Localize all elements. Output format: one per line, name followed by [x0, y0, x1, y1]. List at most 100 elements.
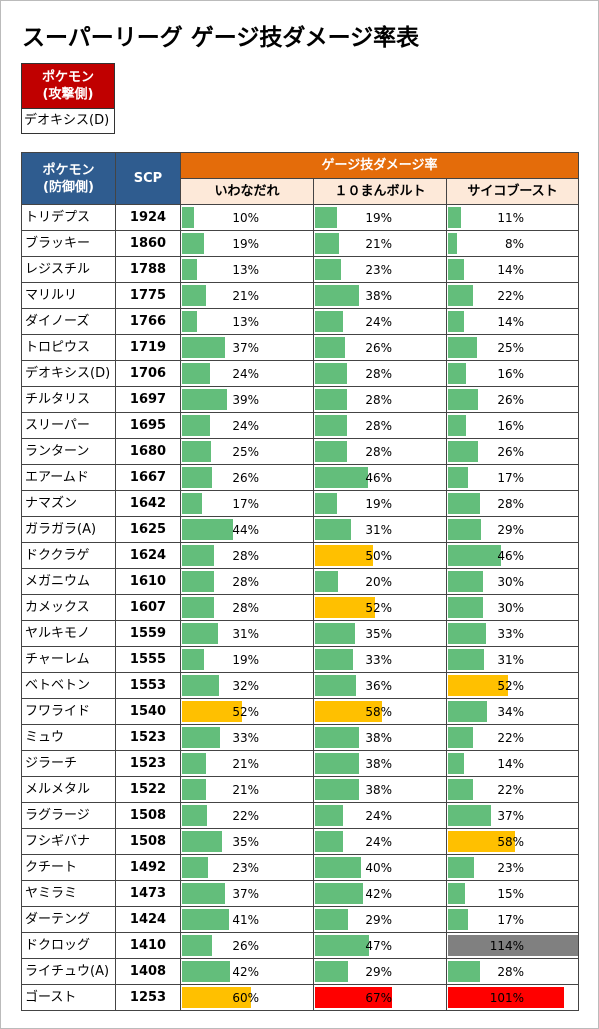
damage-bar: [448, 415, 467, 436]
damage-bar: [182, 883, 225, 904]
damage-cell: 26%: [447, 387, 579, 413]
damage-rate: 26%: [365, 341, 392, 355]
damage-bar: [448, 467, 468, 488]
defender-name: マリルリ: [22, 283, 116, 309]
damage-cell: 22%: [447, 283, 579, 309]
damage-bar: [448, 987, 565, 1008]
damage-cell: 10%: [181, 205, 314, 231]
damage-cell: 28%: [181, 569, 314, 595]
attacker-name: デオキシス(D): [22, 108, 114, 133]
damage-bar: [315, 441, 348, 462]
damage-bar: [315, 753, 359, 774]
damage-rate: 25%: [232, 445, 259, 459]
defender-header-line: ポケモン: [42, 162, 95, 178]
damage-cell: 19%: [314, 205, 447, 231]
damage-cell: 114%: [447, 933, 579, 959]
damage-cell: 28%: [314, 361, 447, 387]
scp-value: 1788: [116, 257, 181, 283]
damage-cell: 30%: [447, 595, 579, 621]
damage-rate: 24%: [232, 419, 259, 433]
damage-cell: 28%: [181, 595, 314, 621]
damage-cell: 58%: [447, 829, 579, 855]
damage-cell: 38%: [314, 725, 447, 751]
defender-name: カメックス: [22, 595, 116, 621]
damage-bar: [315, 701, 382, 722]
defender-name: ヤルキモノ: [22, 621, 116, 647]
damage-cell: 37%: [447, 803, 579, 829]
damage-bar: [315, 363, 348, 384]
damage-cell: 26%: [181, 465, 314, 491]
damage-cell: 33%: [181, 725, 314, 751]
damage-bar: [448, 545, 501, 566]
damage-bar: [182, 233, 204, 254]
damage-cell: 16%: [447, 413, 579, 439]
damage-bar: [315, 623, 356, 644]
damage-cell: 67%: [314, 985, 447, 1011]
damage-cell: 16%: [447, 361, 579, 387]
damage-cell: 8%: [447, 231, 579, 257]
damage-bar: [182, 623, 218, 644]
damage-bar: [182, 961, 231, 982]
damage-bar: [315, 207, 337, 228]
damage-cell: 42%: [314, 881, 447, 907]
damage-bar: [448, 389, 478, 410]
damage-cell: 46%: [447, 543, 579, 569]
damage-rate: 101%: [489, 991, 524, 1005]
damage-bar: [448, 363, 467, 384]
defender-header: ポケモン (防御側): [22, 153, 116, 205]
damage-bar: [182, 779, 207, 800]
damage-bar: [182, 467, 212, 488]
damage-rate: 28%: [365, 393, 392, 407]
damage-rate: 24%: [232, 367, 259, 381]
damage-rate: 28%: [497, 965, 524, 979]
damage-cell: 37%: [181, 335, 314, 361]
damage-cell: 29%: [314, 959, 447, 985]
damage-cell: 23%: [447, 855, 579, 881]
damage-rate: 22%: [232, 809, 259, 823]
attacker-header-line: (攻撃側): [42, 87, 94, 102]
damage-cell: 34%: [447, 699, 579, 725]
damage-cell: 46%: [314, 465, 447, 491]
defender-name: クチート: [22, 855, 116, 881]
damage-bar: [182, 805, 208, 826]
scp-value: 1559: [116, 621, 181, 647]
damage-rate: 22%: [497, 731, 524, 745]
damage-bar: [182, 701, 242, 722]
damage-bar: [182, 571, 215, 592]
damage-rate: 19%: [232, 653, 259, 667]
scp-value: 1642: [116, 491, 181, 517]
damage-bar: [448, 857, 475, 878]
damage-bar: [315, 961, 349, 982]
damage-rate: 16%: [497, 367, 524, 381]
damage-rate: 24%: [365, 809, 392, 823]
damage-bar: [315, 285, 359, 306]
damage-cell: 26%: [447, 439, 579, 465]
damage-rate: 23%: [232, 861, 259, 875]
scp-value: 1508: [116, 803, 181, 829]
damage-rate: 31%: [497, 653, 524, 667]
damage-rate: 14%: [497, 757, 524, 771]
scp-header: SCP: [116, 153, 181, 205]
damage-cell: 13%: [181, 309, 314, 335]
damage-cell: 14%: [447, 257, 579, 283]
damage-rate: 31%: [365, 523, 392, 537]
damage-rate: 21%: [365, 237, 392, 251]
damage-rate: 37%: [497, 809, 524, 823]
defender-name: ベトベトン: [22, 673, 116, 699]
damage-bar: [448, 311, 465, 332]
damage-rate: 17%: [232, 497, 259, 511]
damage-cell: 52%: [314, 595, 447, 621]
damage-bar: [315, 415, 348, 436]
damage-bar: [448, 675, 508, 696]
damage-rate: 28%: [365, 445, 392, 459]
damage-rate: 40%: [365, 861, 392, 875]
damage-rate: 33%: [232, 731, 259, 745]
defender-name: ダイノーズ: [22, 309, 116, 335]
damage-bar: [315, 233, 340, 254]
damage-rate: 33%: [497, 627, 524, 641]
damage-bar: [315, 493, 337, 514]
damage-rate: 21%: [232, 783, 259, 797]
damage-cell: 50%: [314, 543, 447, 569]
damage-rate: 17%: [497, 471, 524, 485]
damage-rate: 15%: [497, 887, 524, 901]
